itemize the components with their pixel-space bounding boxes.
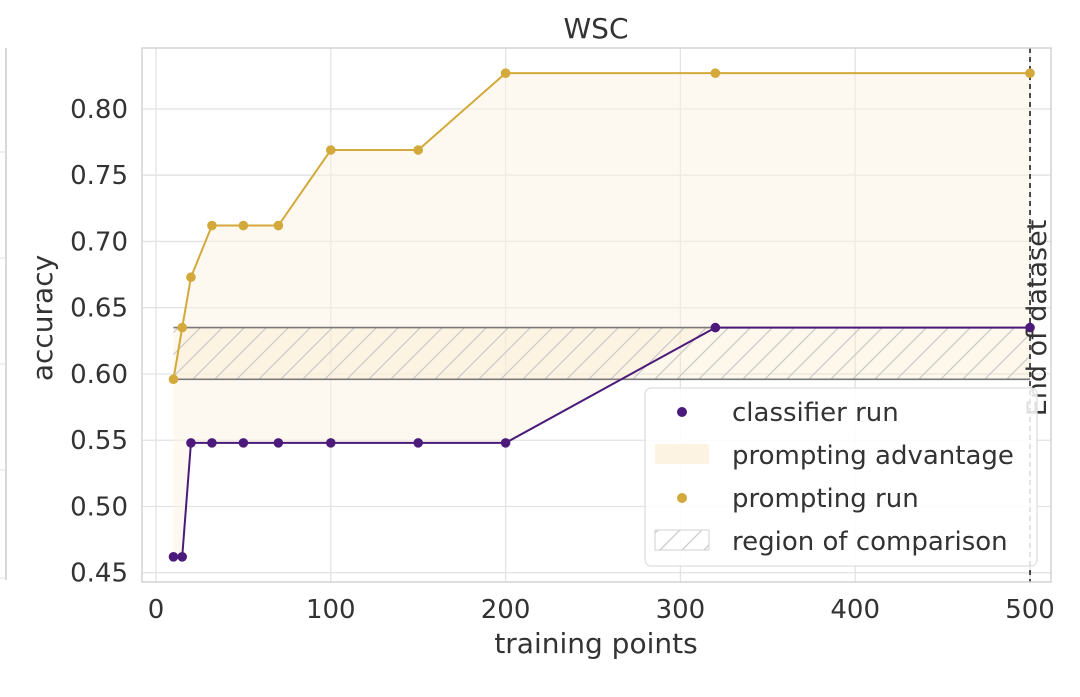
y-tick-label: 0.55 — [70, 426, 128, 456]
legend-label-classifier-run: classifier run — [732, 398, 899, 428]
classifier-run-point — [168, 552, 179, 562]
classifier-run-point — [207, 438, 217, 448]
prompting-advantage-fill — [173, 73, 1031, 557]
prompting-run-point — [168, 374, 179, 385]
classifier-run-point — [413, 438, 423, 448]
prompting-run-point — [1025, 68, 1035, 78]
prompting-run-point — [273, 220, 284, 231]
prompting-run-point — [177, 322, 188, 333]
neighbor-panel-edge — [0, 48, 7, 580]
legend-box — [644, 387, 1038, 567]
end-of-dataset-label: End of dataset — [1022, 220, 1053, 417]
x-tick-label: 0 — [148, 595, 165, 625]
y-tick-label: 0.80 — [70, 95, 128, 125]
series — [168, 68, 1035, 562]
legend-swatch-region-of-comparison — [654, 529, 710, 551]
legend-swatch-classifier-run — [677, 407, 687, 417]
prompting-run-point — [207, 220, 217, 231]
y-tick-label: 0.70 — [70, 227, 128, 257]
x-tick-label: 100 — [306, 595, 356, 625]
y-tick-label: 0.75 — [70, 161, 128, 191]
legend-item-prompting-advantage: prompting advantage — [655, 441, 1014, 471]
classifier-run-point — [1025, 322, 1035, 333]
x-axis-label: training points — [494, 627, 697, 660]
legend-label-region-of-comparison: region of comparison — [732, 527, 1008, 557]
prompting-run-point — [325, 145, 336, 155]
y-axis-ticks: 0.45 0.50 0.55 0.60 0.65 0.70 0.75 0.80 — [70, 95, 128, 589]
y-tick-label: 0.50 — [70, 492, 128, 522]
plot-area-border — [141, 47, 1052, 583]
prompting-run-point — [500, 68, 511, 78]
y-axis-label: accuracy — [26, 255, 59, 381]
classifier-run-point — [238, 438, 249, 448]
y-tick-label: 0.60 — [70, 360, 128, 390]
x-tick-label: 400 — [830, 595, 880, 625]
classifier-run-point — [500, 438, 511, 448]
prompting-run-point — [186, 272, 196, 283]
legend-swatch-prompting-advantage — [655, 444, 709, 464]
x-axis-ticks: 0 100 200 300 400 500 — [148, 595, 1055, 625]
y-tick-label: 0.65 — [70, 294, 128, 324]
legend: classifier run prompting advantage promp… — [644, 387, 1038, 567]
classifier-run-point — [273, 438, 284, 448]
legend-swatch-prompting-run — [677, 493, 687, 503]
prompting-run-point — [238, 220, 249, 231]
legend-item-classifier-run: classifier run — [677, 398, 899, 428]
chart-title: WSC — [563, 12, 628, 45]
legend-label-prompting-run: prompting run — [732, 484, 919, 514]
x-tick-label: 300 — [656, 595, 706, 625]
axes-frame — [141, 47, 1052, 583]
prompting-run-point — [413, 145, 423, 155]
classifier-run-point — [325, 438, 336, 448]
legend-item-region-of-comparison: region of comparison — [654, 527, 1008, 557]
legend-label-prompting-advantage: prompting advantage — [732, 441, 1014, 471]
y-tick-label: 0.45 — [70, 559, 128, 589]
prompting-run-point — [710, 68, 721, 78]
legend-item-prompting-run: prompting run — [677, 484, 919, 514]
classifier-run-point — [186, 438, 196, 448]
region-of-comparison — [173, 326, 1031, 381]
prompting-advantage-area — [173, 73, 1031, 557]
x-tick-label: 200 — [481, 595, 531, 625]
classifier-run-point — [177, 552, 188, 562]
region-of-comparison-hatch — [173, 327, 1031, 380]
classifier-run-point — [710, 322, 721, 333]
x-tick-label: 500 — [1005, 595, 1055, 625]
